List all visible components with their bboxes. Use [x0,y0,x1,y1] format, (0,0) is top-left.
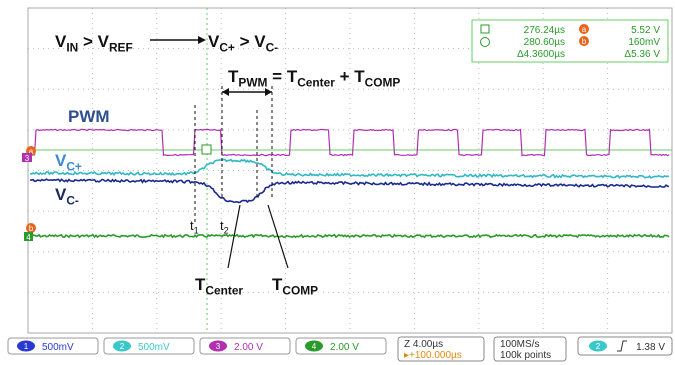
ch4-marker-label: 4 [26,233,31,242]
text-part: + T [335,67,365,86]
cursor-volt-delta: Δ5.36 V [624,49,660,60]
subscript: C+ [219,40,235,54]
text-part: V [55,32,67,51]
scope-screen: a 3 b 4 VIN > VREF VC+ > VC- TPWM = TCen… [0,0,675,365]
ch3-marker-label: 3 [25,154,30,163]
record-length: 100k points [500,350,551,361]
subscript: Center [297,75,335,89]
text-part: T [195,275,206,294]
cursor-marker-b-label: b [582,37,587,46]
subscript: REF [109,40,133,54]
trigger-level: 1.38 V [636,342,665,353]
subscript: C- [66,193,79,207]
subscript: C- [266,40,279,54]
channel-number: 2 [120,342,125,351]
channel-number: 3 [216,342,221,351]
cursor-volt-b: 160mV [628,37,660,48]
sample-rate: 100MS/s [500,339,539,350]
subscript: COMP [282,283,318,297]
pwm-label: PWM [68,107,110,126]
channel-scale: 2.00 V [234,342,263,353]
cursor-volt-a: 5.52 V [631,25,660,36]
text-part: T [272,275,283,294]
text-part: = T [267,67,297,86]
timebase: Z 4.00µs [404,339,443,350]
subscript: Center [205,283,243,297]
subscript: C+ [66,159,82,173]
cursor-handle [202,145,211,154]
subscript: 1 [194,225,199,235]
channel-scale: 500mV [138,342,170,353]
cursor-time-1: 276.24µs [524,25,565,36]
subscript: IN [66,40,78,54]
trigger-source: 2 [596,342,601,351]
text-part: > V [78,32,109,51]
text-part: V [55,185,67,204]
ref-marker-b-label: b [29,224,34,233]
channel-scale: 500mV [42,342,74,353]
subscript: COMP [365,75,401,89]
channel-number: 1 [24,342,29,351]
subscript: PWM [238,75,267,89]
text-part: T [228,67,239,86]
cursor-marker-a-label: a [582,25,587,34]
text-part: > V [235,32,266,51]
channel-scale: 2.00 V [330,342,359,353]
channel-number: 4 [312,342,317,351]
cursor-time-2: 280.60µs [524,37,565,48]
text-part: V [55,151,67,170]
cursor-time-delta: Δ4.3600µs [517,49,565,60]
subscript: 2 [224,225,229,235]
delay: ▸+100.000µs [404,350,462,361]
text-part: V [208,32,220,51]
